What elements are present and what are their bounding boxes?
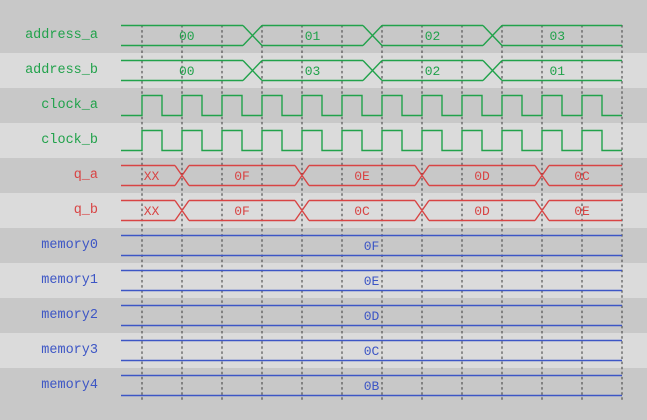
- bus-value: 0F: [364, 239, 380, 254]
- waveform-clock_b: [121, 129, 622, 152]
- waveform-memory3: [121, 339, 622, 362]
- signal-label-q-b[interactable]: q_b: [73, 203, 98, 218]
- signal-label-q-a[interactable]: q_a: [73, 168, 98, 183]
- bus-value: 02: [425, 29, 441, 44]
- bus-value: 0E: [354, 169, 370, 184]
- bus-value: 0D: [474, 169, 490, 184]
- signal-label-memory1[interactable]: memory1: [41, 273, 98, 288]
- bus-value: 01: [549, 64, 565, 79]
- bus-value: XX: [144, 204, 160, 219]
- bus-value: 0D: [474, 204, 490, 219]
- bus-value: 0F: [234, 204, 250, 219]
- bus-value: 0E: [364, 274, 380, 289]
- bus-value: 0C: [574, 169, 590, 184]
- bus-value: 00: [179, 29, 195, 44]
- bus-value: 03: [549, 29, 565, 44]
- bus-value: 0C: [364, 344, 380, 359]
- waveform-memory4: [121, 374, 622, 397]
- bus-value: 01: [305, 29, 321, 44]
- bus-value: 0B: [364, 379, 380, 394]
- waveform-address_b: [121, 59, 622, 82]
- signal-label-clock-a[interactable]: clock_a: [41, 98, 98, 113]
- waveform-memory0: [121, 234, 622, 257]
- signal-label-memory4[interactable]: memory4: [41, 378, 98, 393]
- row-stripes: [0, 18, 647, 403]
- signal-label-memory3[interactable]: memory3: [41, 343, 98, 358]
- bus-value: 0F: [234, 169, 250, 184]
- signal-label-memory2[interactable]: memory2: [41, 308, 98, 323]
- waveform-q_a: [121, 164, 622, 187]
- signal-label-clock-b[interactable]: clock_b: [41, 133, 98, 148]
- waveform-address_a: [121, 24, 622, 47]
- bus-value: 00: [179, 64, 195, 79]
- signal-label-memory0[interactable]: memory0: [41, 238, 98, 253]
- waveform-memory1: [121, 269, 622, 292]
- waveform-clock_a: [121, 94, 622, 117]
- bus-value: 03: [305, 64, 321, 79]
- bus-value: XX: [144, 169, 160, 184]
- bus-value: 0C: [354, 204, 370, 219]
- signal-label-address-b[interactable]: address_b: [25, 63, 98, 78]
- bus-value: 0E: [574, 204, 590, 219]
- bus-value: 0D: [364, 309, 380, 324]
- bus-value: 02: [425, 64, 441, 79]
- signal-label-address-a[interactable]: address_a: [25, 28, 98, 43]
- waveform-memory2: [121, 304, 622, 327]
- waveform-q_b: [121, 199, 622, 222]
